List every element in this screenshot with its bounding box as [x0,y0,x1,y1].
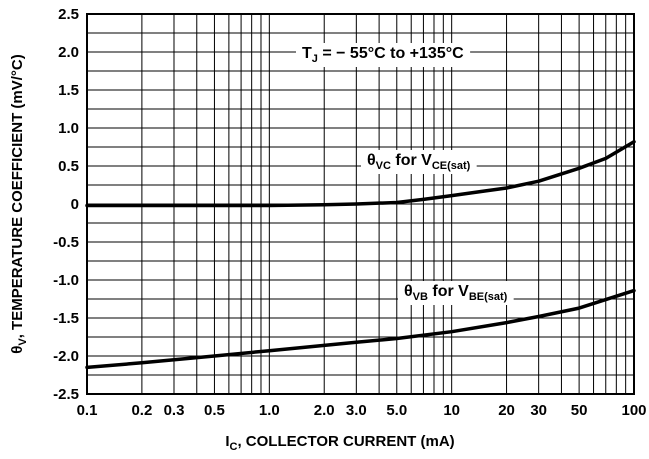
y-tick-label: -2.5 [53,386,79,403]
temperature-range-annotation: TJ = − 55°C to +135°C [302,45,464,65]
x-tick-label: 50 [571,402,588,419]
y-tick-label: 1.0 [58,120,79,137]
x-axis-label: IC, COLLECTOR CURRENT (mA) [225,433,454,453]
x-tick-label: 30 [530,402,547,419]
x-tick-label: 3.0 [346,402,367,419]
y-tick-labels: 2.5 2.0 1.5 1.0 0.5 0 -0.5 -1.0 -1.5 -2.0 -2.5 [53,6,79,403]
x-tick-label: 0.2 [131,402,152,419]
series-label-background-vb [398,281,514,305]
series-line-vc [85,139,636,208]
y-tick-label: -1.5 [53,310,79,327]
series-vb-for-sub: BE(sat) [469,291,508,303]
x-axis-label-main: I [225,433,229,450]
series-label-vb: θVB for VBE(sat) [404,283,508,303]
x-tick-label: 20 [498,402,515,419]
curves [85,139,636,370]
x-tick-label: 0.1 [77,402,98,419]
y-tick-label: -1.0 [53,272,79,289]
series-vb-symbol-sub: VB [413,291,428,303]
series-vc-symbol-sub: VC [376,160,391,172]
series-vc-for: for V [391,152,432,169]
annotation-sub: J [312,53,318,65]
annotation-rest: = − 55°C to +135°C [318,45,464,62]
y-axis-label-sub: V [17,338,29,346]
y-axis-label-main: θ [9,346,26,354]
x-tick-label: 100 [621,402,646,419]
y-tick-label: 0.5 [58,158,79,175]
annotation-main: T [302,45,312,62]
series-vb-for: for V [428,283,469,300]
x-tick-label: 10 [443,402,460,419]
series-vb-symbol: θ [404,283,413,300]
y-axis-label-rest: , TEMPERATURE COEFFICIENT (mV/°C) [9,54,26,338]
x-axis-label-rest: , COLLECTOR CURRENT (mA) [237,433,454,450]
series-vc-for-sub: CE(sat) [432,160,471,172]
y-tick-label: 1.5 [58,82,79,99]
y-tick-label: 2.0 [58,44,79,61]
x-tick-labels: 0.1 0.2 0.3 0.5 1.0 2.0 3.0 5.0 10 20 30 50 100 [77,402,647,419]
y-tick-label: -2.0 [53,348,79,365]
x-axis-label-sub: C [230,441,238,453]
x-tick-label: 0.3 [164,402,185,419]
x-tick-label: 5.0 [386,402,407,419]
x-tick-label: 0.5 [204,402,225,419]
series-label-background-vc [361,150,477,174]
x-tick-label: 2.0 [314,402,335,419]
x-tick-label: 1.0 [259,402,280,419]
series-line-vb [85,288,636,370]
series-label-vc: θVC for VCE(sat) [367,152,471,172]
annotation-background [296,43,471,67]
y-tick-label: 2.5 [58,6,79,23]
y-axis-label: θV, TEMPERATURE COEFFICIENT (mV/°C) [9,54,29,354]
series-vc-symbol: θ [367,152,376,169]
y-tick-label: -0.5 [53,234,79,251]
y-tick-label: 0 [71,196,79,213]
